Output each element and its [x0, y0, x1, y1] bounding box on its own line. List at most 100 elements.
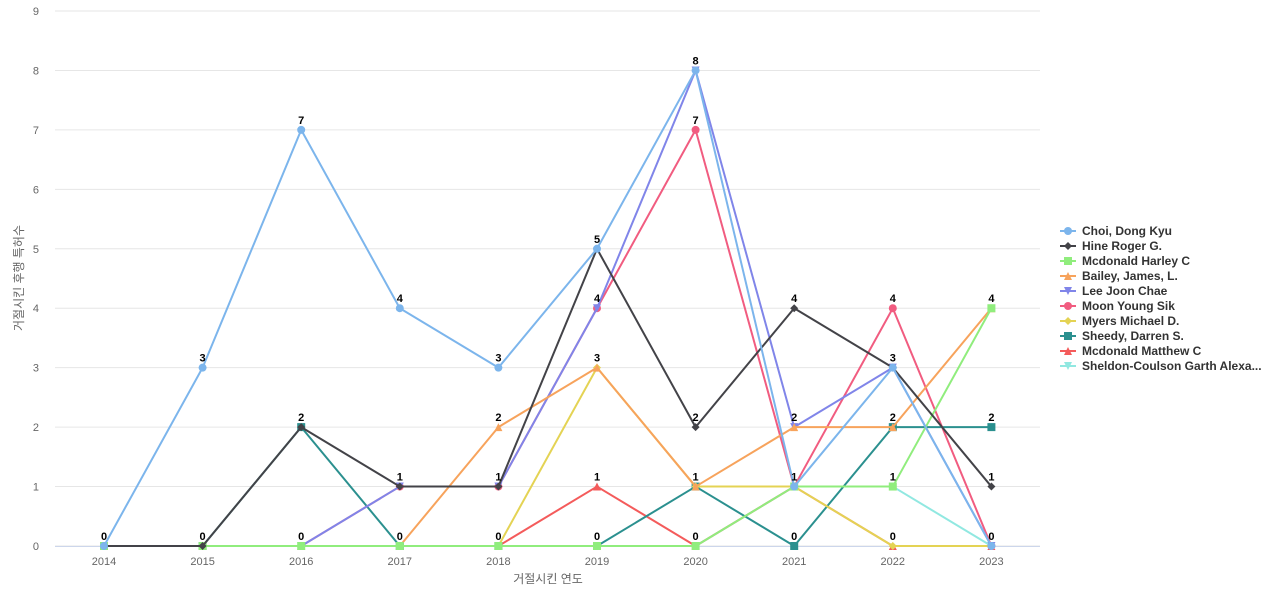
data-point-hine-roger-g	[691, 423, 700, 432]
legend-item[interactable]: Choi, Dong Kyu	[1060, 223, 1262, 238]
x-tick-label: 2017	[388, 556, 412, 568]
data-label: 0	[200, 531, 206, 543]
data-point-choi-dong-kyu	[888, 363, 897, 372]
legend-item[interactable]: Lee Joon Chae	[1060, 283, 1262, 298]
legend-swatch	[1060, 271, 1076, 280]
legend-swatch	[1060, 286, 1076, 295]
x-tick-label: 2023	[979, 556, 1003, 568]
data-label: 1	[988, 472, 994, 484]
data-label: 2	[988, 412, 994, 424]
series-line-mcdonald-matthew-c	[103, 485, 993, 547]
data-point-bailey-james-l	[593, 363, 601, 372]
series-line-moon-young-sik	[103, 128, 993, 547]
data-point-sheedy-darren-s	[790, 542, 799, 550]
data-point-myers-michael-d	[888, 542, 897, 550]
legend-label: Choi, Dong Kyu	[1082, 223, 1172, 238]
legend-swatch	[1060, 226, 1076, 235]
legend-swatch	[1060, 331, 1076, 340]
legend-item[interactable]: Sheedy, Darren S.	[1060, 328, 1262, 343]
data-label: 0	[594, 531, 600, 543]
legend-item[interactable]: Myers Michael D.	[1060, 313, 1262, 328]
data-label: 7	[298, 115, 304, 127]
data-point-mcdonald-harley-c	[297, 542, 306, 550]
data-point-mcdonald-harley-c	[494, 542, 503, 550]
x-tick-label: 2015	[190, 556, 214, 568]
data-point-hine-roger-g	[494, 482, 503, 491]
data-label: 1	[397, 472, 403, 484]
data-label: 0	[495, 531, 501, 543]
legend-label: Bailey, James, L.	[1082, 268, 1178, 283]
legend-swatch	[1060, 301, 1076, 310]
data-point-hine-roger-g	[790, 304, 799, 313]
data-label: 0	[988, 531, 994, 543]
data-point-choi-dong-kyu	[198, 363, 207, 372]
data-label: 2	[791, 412, 797, 424]
legend-item[interactable]: Bailey, James, L.	[1060, 268, 1262, 283]
data-label: 4	[890, 293, 897, 305]
data-point-moon-young-sik	[888, 304, 897, 313]
x-tick-label: 2014	[92, 556, 116, 568]
x-tick-label: 2022	[881, 556, 905, 568]
data-point-mcdonald-matthew-c	[593, 482, 601, 491]
legend-label: Lee Joon Chae	[1082, 283, 1168, 298]
data-label: 4	[791, 293, 798, 305]
legend-label: Mcdonald Matthew C	[1082, 343, 1202, 358]
legend-item[interactable]: Moon Young Sik	[1060, 298, 1262, 313]
data-point-mcdonald-harley-c	[593, 542, 601, 550]
data-label: 3	[890, 353, 896, 365]
data-point-choi-dong-kyu	[100, 542, 108, 550]
y-tick-label: 3	[33, 363, 39, 375]
data-point-mcdonald-harley-c	[987, 304, 996, 313]
x-tick-label: 2020	[683, 556, 707, 568]
data-label: 8	[693, 55, 699, 67]
data-point-mcdonald-harley-c	[395, 542, 404, 550]
y-tick-label: 9	[33, 6, 39, 18]
data-label: 1	[495, 472, 501, 484]
legend-item[interactable]: Sheldon-Coulson Garth Alexa...	[1060, 358, 1262, 373]
data-label: 1	[791, 472, 797, 484]
y-tick-label: 5	[33, 244, 39, 256]
y-axis-title: 거절시킨 후행 특허수	[11, 225, 26, 331]
data-label: 0	[101, 531, 107, 543]
legend-item[interactable]: Mcdonald Matthew C	[1060, 343, 1262, 358]
chart-legend: Choi, Dong Kyu Hine Roger G. Mcdonald Harl…	[1060, 223, 1262, 373]
legend-item[interactable]: Mcdonald Harley C	[1060, 253, 1262, 268]
legend-swatch	[1060, 256, 1076, 265]
data-point-choi-dong-kyu	[297, 125, 306, 134]
data-label: 0	[298, 531, 304, 543]
data-label: 2	[298, 412, 304, 424]
x-axis-title: 거절시킨 연도	[513, 572, 583, 586]
data-label: 0	[693, 531, 699, 543]
y-tick-label: 8	[33, 65, 39, 77]
data-label: 1	[693, 472, 699, 484]
data-point-moon-young-sik	[691, 125, 700, 134]
legend-swatch	[1060, 241, 1076, 250]
y-tick-label: 4	[33, 303, 39, 315]
data-point-bailey-james-l	[790, 423, 799, 432]
data-point-mcdonald-harley-c	[888, 482, 897, 491]
data-label: 5	[594, 234, 600, 246]
data-point-choi-dong-kyu	[790, 482, 799, 491]
y-tick-label: 1	[33, 482, 39, 494]
data-point-bailey-james-l	[691, 482, 700, 491]
data-label: 3	[594, 353, 600, 365]
data-point-lee-joon-chae	[593, 304, 601, 313]
data-point-choi-dong-kyu	[987, 542, 996, 550]
data-point-hine-roger-g	[198, 542, 207, 550]
data-label: 4	[988, 293, 995, 305]
data-label: 1	[890, 472, 896, 484]
data-point-hine-roger-g	[987, 482, 996, 491]
legend-item[interactable]: Hine Roger G.	[1060, 238, 1262, 253]
data-label: 3	[200, 353, 206, 365]
x-tick-label: 2021	[782, 556, 806, 568]
x-tick-label: 2018	[486, 556, 510, 568]
series-line-myers-michael-d	[103, 366, 993, 547]
data-label: 2	[693, 412, 699, 424]
data-point-hine-roger-g	[297, 423, 306, 432]
legend-swatch	[1060, 346, 1076, 355]
data-label: 1	[594, 472, 600, 484]
y-tick-label: 6	[33, 184, 39, 196]
y-tick-label: 7	[33, 125, 39, 137]
y-tick-label: 0	[33, 541, 39, 553]
data-label: 0	[890, 531, 896, 543]
